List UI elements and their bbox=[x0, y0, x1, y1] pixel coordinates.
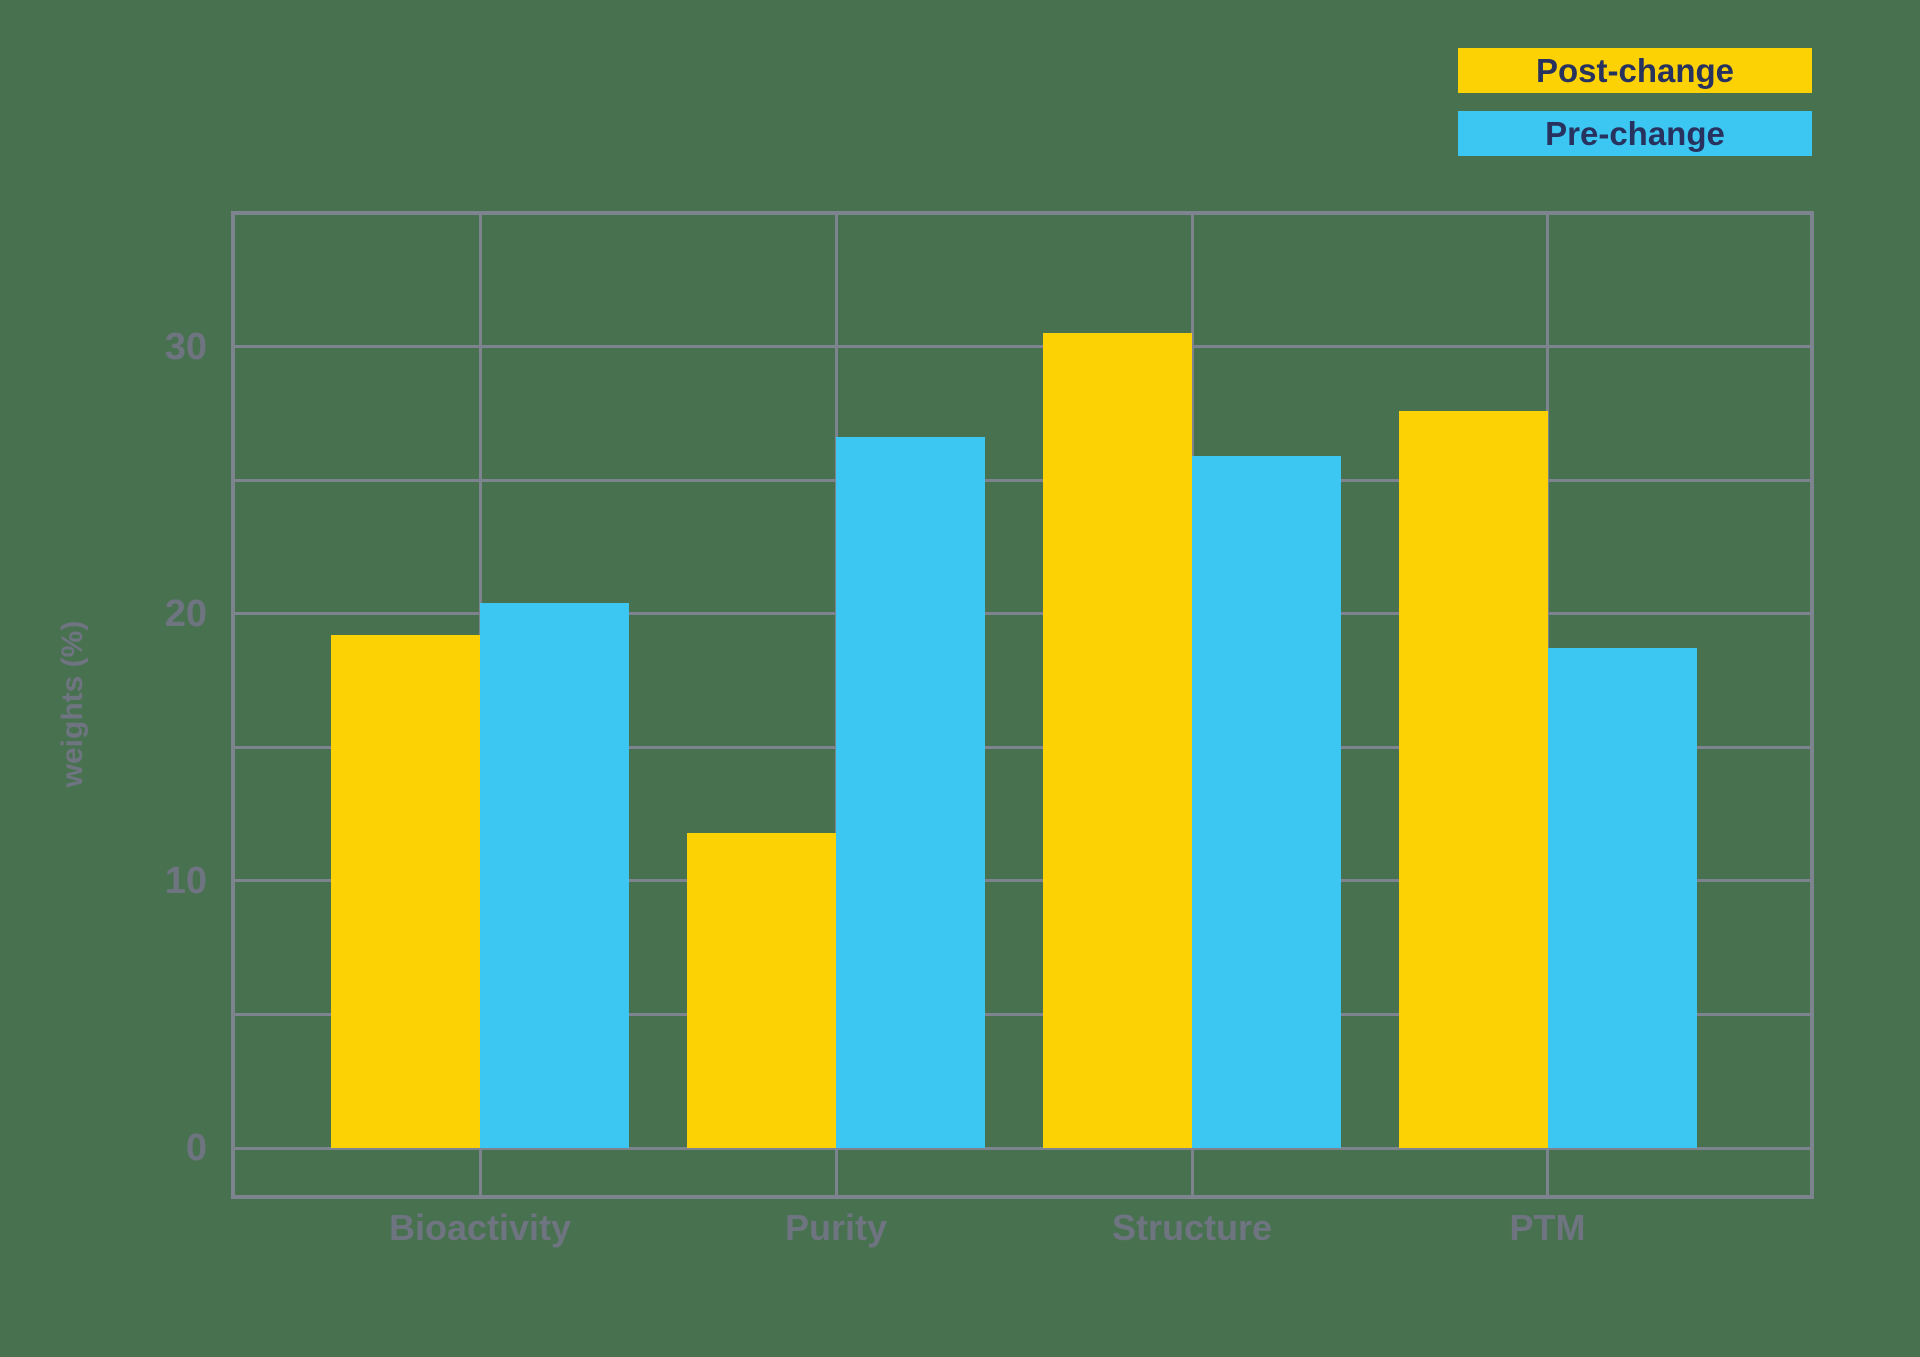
gridline-h-30 bbox=[233, 345, 1810, 349]
x-category-label-ptm: PTM bbox=[1509, 1207, 1586, 1248]
y-tick-label-10: 10 bbox=[164, 859, 207, 902]
gridline-h-15 bbox=[233, 745, 1810, 749]
bar-pre-change-purity bbox=[836, 437, 985, 1148]
y-tick-label-20: 20 bbox=[164, 592, 207, 635]
bar-post-change-structure bbox=[1043, 333, 1192, 1148]
x-category-label-structure: Structure bbox=[1111, 1207, 1273, 1248]
legend-label-post-change: Post-change bbox=[1535, 51, 1735, 89]
gridline-h-10 bbox=[233, 879, 1810, 883]
bar-post-change-purity bbox=[687, 832, 836, 1148]
y-axis-label: weights (%) bbox=[56, 620, 89, 788]
gridline-h-25 bbox=[233, 478, 1810, 482]
legend: Post-change Pre-change bbox=[1458, 48, 1812, 174]
bar-post-change-ptm bbox=[1398, 410, 1548, 1148]
legend-item-post-change: Post-change bbox=[1458, 48, 1812, 93]
bar-post-change-bioactivity bbox=[331, 635, 480, 1148]
legend-label-pre-change: Pre-change bbox=[1545, 114, 1725, 152]
x-category-label-bioactivity: Bioactivity bbox=[388, 1207, 572, 1248]
plot-area bbox=[231, 211, 1814, 1199]
y-tick-label-30: 30 bbox=[164, 325, 207, 368]
gridline-h-0 bbox=[233, 1146, 1810, 1150]
gridline-h-20 bbox=[233, 612, 1810, 616]
legend-item-pre-change: Pre-change bbox=[1458, 111, 1812, 156]
bar-pre-change-ptm bbox=[1547, 648, 1697, 1148]
x-category-label-purity: Purity bbox=[784, 1207, 888, 1248]
gridline-h-5 bbox=[233, 1012, 1810, 1016]
y-tick-label-0: 0 bbox=[185, 1127, 207, 1169]
bar-pre-change-structure bbox=[1192, 456, 1341, 1148]
bar-pre-change-bioactivity bbox=[480, 603, 629, 1148]
